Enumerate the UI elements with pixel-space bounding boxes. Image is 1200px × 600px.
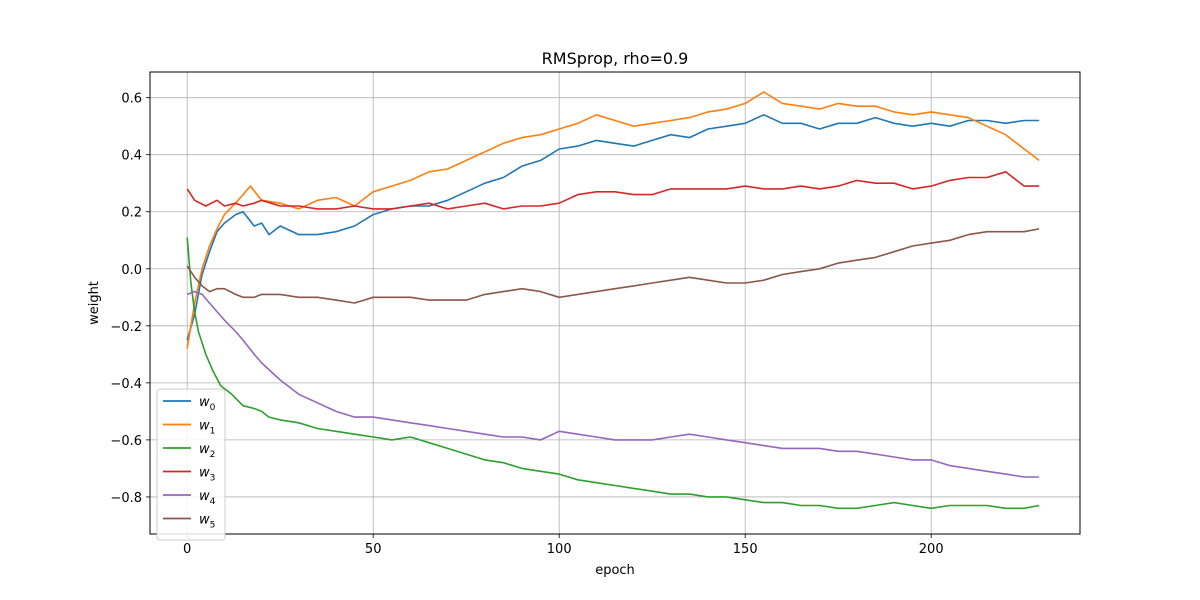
legend-label-subscript: 2 bbox=[210, 450, 216, 460]
y-axis-label: weight bbox=[87, 281, 102, 325]
legend-label-symbol: w bbox=[199, 489, 210, 504]
legend-label-symbol: w bbox=[199, 419, 210, 434]
y-tick-label: 0.4 bbox=[121, 149, 142, 164]
legend-label-w5: w5 bbox=[199, 513, 215, 531]
legend-label-symbol: w bbox=[199, 442, 210, 457]
axis-ticks: 0 50 100 150 200−0.8−0.6−0.4−0.20.00.20.40.6 bbox=[110, 92, 943, 557]
x-tick-label: 150 bbox=[733, 542, 758, 557]
series-line-w1 bbox=[186, 91, 1040, 349]
chart-title: RMSprop, rho=0.9 bbox=[542, 49, 689, 68]
y-tick-label: −0.2 bbox=[110, 320, 142, 335]
x-tick-label: 200 bbox=[919, 542, 944, 557]
x-tick-label: 0 bbox=[183, 542, 191, 557]
y-tick-label: 0.2 bbox=[121, 206, 142, 221]
legend-label-subscript: 1 bbox=[210, 427, 216, 437]
y-tick-label: 0.6 bbox=[121, 92, 142, 107]
y-tick-label: −0.6 bbox=[110, 434, 142, 449]
series-line-w0 bbox=[186, 114, 1040, 341]
x-tick-label: 100 bbox=[547, 542, 572, 557]
y-tick-label: −0.8 bbox=[110, 491, 142, 506]
legend-box bbox=[156, 388, 226, 541]
series-line-w5 bbox=[186, 228, 1040, 304]
series-line-w2 bbox=[186, 237, 1040, 510]
y-tick-label: −0.4 bbox=[110, 377, 142, 392]
x-axis-label: epoch bbox=[595, 563, 635, 578]
legend-label-symbol: w bbox=[199, 513, 210, 528]
legend-label-w3: w3 bbox=[199, 466, 215, 484]
legend-label-w1: w1 bbox=[199, 419, 215, 437]
legend-label-w2: w2 bbox=[199, 442, 215, 460]
legend-label-subscript: 3 bbox=[210, 474, 216, 484]
legend-label-w4: w4 bbox=[199, 489, 216, 507]
x-tick-label: 50 bbox=[365, 542, 382, 557]
legend-label-symbol: w bbox=[199, 466, 210, 481]
series-line-w3 bbox=[186, 171, 1040, 210]
legend-label-subscript: 4 bbox=[210, 497, 216, 507]
legend-label-subscript: 5 bbox=[210, 521, 216, 531]
legend-label-symbol: w bbox=[199, 395, 210, 410]
y-tick-label: 0.0 bbox=[121, 263, 142, 278]
plot-frame bbox=[149, 71, 1081, 535]
series-line-w4 bbox=[186, 290, 1040, 478]
legend-label-subscript: 0 bbox=[210, 403, 216, 413]
plot-lines bbox=[186, 91, 1040, 510]
legend-label-w0: w0 bbox=[199, 395, 216, 413]
